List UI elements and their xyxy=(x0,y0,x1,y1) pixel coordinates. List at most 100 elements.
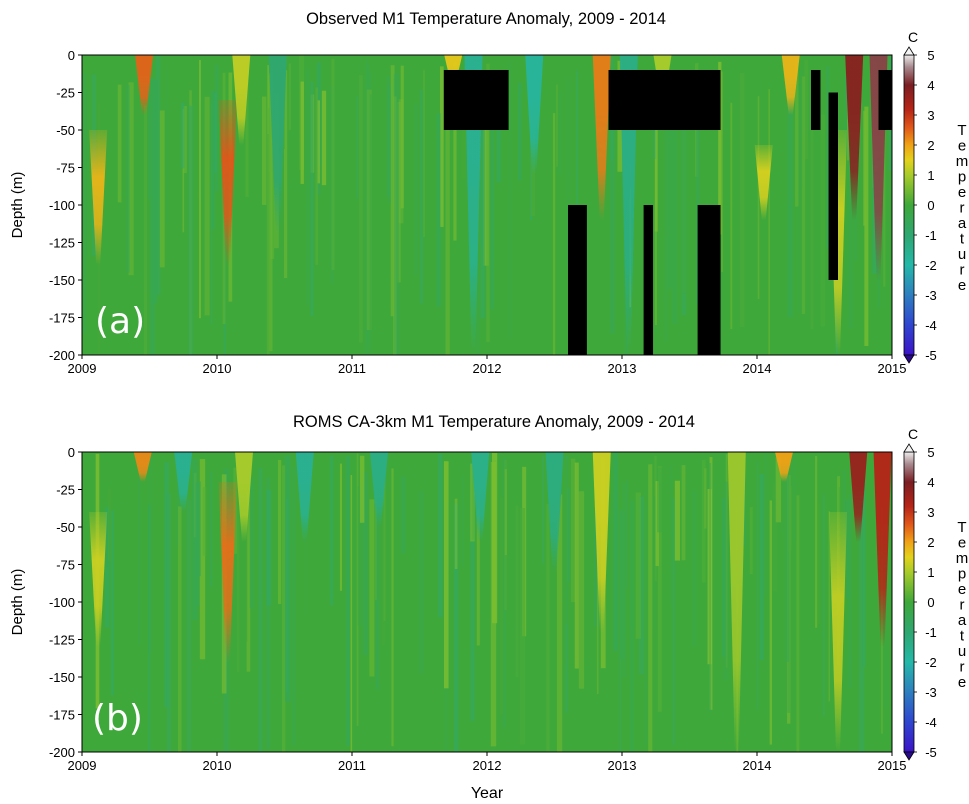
texture-streak xyxy=(848,107,854,328)
texture-streak xyxy=(369,94,372,355)
texture-streak xyxy=(556,84,558,167)
texture-streak xyxy=(164,462,169,708)
texture-streak xyxy=(211,90,215,230)
texture-streak xyxy=(701,460,706,583)
texture-streak xyxy=(472,457,475,540)
texture-streak xyxy=(350,475,353,752)
missing-data-block xyxy=(811,70,821,130)
texture-streak xyxy=(629,500,634,752)
texture-streak xyxy=(374,457,377,601)
texture-streak xyxy=(759,81,763,205)
y-tick-label: -100 xyxy=(49,595,75,610)
texture-streak xyxy=(419,491,425,674)
texture-streak xyxy=(844,76,847,156)
texture-streak xyxy=(672,498,675,745)
texture-streak xyxy=(507,62,512,338)
warm-anomaly-streak xyxy=(218,100,237,265)
colorbar-scale xyxy=(903,54,915,356)
texture-streak xyxy=(443,461,449,689)
texture-streak xyxy=(267,65,270,135)
texture-streak xyxy=(739,72,745,328)
texture-streak xyxy=(148,504,151,752)
texture-streak xyxy=(393,73,400,355)
colorbar-tick-label: 2 xyxy=(927,138,934,153)
colorbar-tick-label: -3 xyxy=(925,288,937,303)
texture-streak xyxy=(546,504,550,752)
texture-streak xyxy=(669,465,673,606)
texture-streak xyxy=(635,492,642,639)
texture-streak xyxy=(828,511,831,702)
texture-streak xyxy=(104,508,110,628)
colorbar-min-arrow xyxy=(903,354,915,364)
x-tick-label: 2011 xyxy=(338,758,366,773)
colorbar-tick-label: -5 xyxy=(925,745,937,760)
texture-streak xyxy=(126,84,130,273)
y-tick-label: -150 xyxy=(49,273,75,288)
x-tick-label: 2011 xyxy=(338,361,366,376)
texture-streak xyxy=(648,464,653,752)
texture-streak xyxy=(177,506,182,752)
y-tick-label: -125 xyxy=(49,633,75,648)
colorbar-tick-label: -2 xyxy=(925,655,937,670)
texture-streak xyxy=(356,453,359,726)
texture-streak xyxy=(323,469,328,546)
texture-streak xyxy=(288,63,292,130)
missing-data-block xyxy=(568,205,587,355)
cold-anomaly-streak xyxy=(471,452,490,542)
texture-streak xyxy=(575,70,578,245)
texture-streak xyxy=(105,506,110,567)
texture-streak xyxy=(331,58,335,271)
texture-streak xyxy=(815,502,820,624)
colorbar-tick-label: -3 xyxy=(925,685,937,700)
texture-streak xyxy=(266,108,270,355)
texture-streak xyxy=(756,462,759,710)
texture-streak xyxy=(704,468,707,529)
colorbar-tick-label: -1 xyxy=(925,228,937,243)
texture-streak xyxy=(375,511,379,690)
texture-streak xyxy=(164,100,168,177)
texture-streak xyxy=(181,102,185,169)
texture-streak xyxy=(419,89,424,304)
texture-streak xyxy=(496,78,501,183)
texture-streak xyxy=(356,96,359,199)
colorbar-tick-label: 5 xyxy=(927,48,934,63)
texture-streak xyxy=(820,114,826,327)
texture-streak xyxy=(804,60,808,160)
heatmap-plot-area: (b) xyxy=(81,451,893,753)
texture-streak xyxy=(883,64,886,287)
texture-streak xyxy=(453,503,459,752)
missing-data-block xyxy=(443,70,509,130)
x-tick-label: 2012 xyxy=(473,758,502,773)
texture-streak xyxy=(578,491,585,689)
texture-streak xyxy=(369,499,375,677)
texture-streak xyxy=(791,456,797,541)
texture-streak xyxy=(317,100,320,184)
texture-streak xyxy=(671,110,678,324)
colorbar-max-arrow xyxy=(903,46,915,56)
colorbar-min-arrow xyxy=(903,751,915,761)
texture-streak xyxy=(718,61,722,235)
texture-streak xyxy=(709,463,712,712)
texture-streak xyxy=(490,461,497,747)
texture-streak xyxy=(773,102,778,264)
texture-streak xyxy=(128,82,134,276)
y-tick-label: 0 xyxy=(68,48,75,63)
chart-title: Observed M1 Temperature Anomaly, 2009 - … xyxy=(306,10,666,28)
texture-streak xyxy=(863,110,866,226)
texture-streak xyxy=(657,467,663,533)
texture-streak xyxy=(691,490,697,647)
texture-streak xyxy=(815,456,818,628)
chart-title: ROMS CA-3km M1 Temperature Anomaly, 2009… xyxy=(293,413,695,431)
heatmap-plot-area: (a) xyxy=(81,54,893,356)
texture-streak xyxy=(173,491,178,673)
texture-streak xyxy=(422,70,426,238)
x-tick-label: 2012 xyxy=(473,361,502,376)
cold-anomaly-streak xyxy=(295,452,314,542)
texture-streak xyxy=(621,483,627,677)
panel-label: (a) xyxy=(95,301,145,342)
warm-anomaly-streak xyxy=(89,130,108,265)
colorbar-tick-label: 5 xyxy=(927,445,934,460)
colorbar-unit: C xyxy=(908,29,918,45)
colorbar-tick-label: -4 xyxy=(925,715,937,730)
